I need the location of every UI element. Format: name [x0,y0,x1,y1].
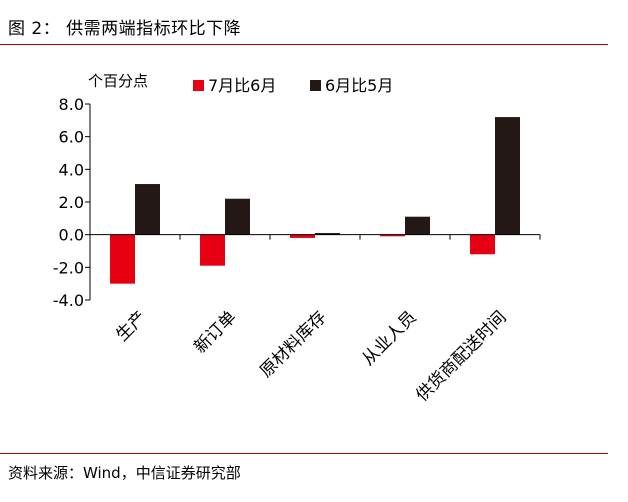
bar-series-1-1 [225,198,250,235]
x-category-label: 从业人员 [358,307,420,369]
bar-series-1-4 [495,117,520,235]
figure-title: 图 2： 供需两端指标环比下降 [8,19,242,39]
legend-label-1: 6月比5月 [325,76,393,95]
y-tick-label: -4.0 [53,291,84,310]
bar-series-0-2 [290,234,315,238]
bar-series-0-4 [470,234,495,255]
legend-swatch-1 [310,80,321,91]
y-tick-label: 6.0 [59,128,84,147]
legend-label-0: 7月比6月 [208,76,276,95]
x-category-label: 供货商配送时间 [412,307,510,405]
bar-series-1-0 [135,184,160,235]
y-tick-label: 0.0 [59,226,84,245]
source-note: 资料来源：Wind，中信证券研究部 [8,464,241,482]
bar-series-1-2 [315,233,340,235]
bar-series-0-3 [380,234,405,237]
x-category-label: 原材料库存 [256,307,330,381]
bar-series-0-1 [200,234,225,266]
x-category-label: 新订单 [190,307,240,357]
bar-chart: 个百分点 7月比6月 6月比5月 -4.0-2.00.02.04.06.08.0 … [53,72,541,406]
title-divider [0,44,608,45]
y-tick-label: 4.0 [59,160,84,179]
legend: 7月比6月 6月比5月 [193,76,393,95]
y-axis: -4.0 -2.0 0.0 2.0 4.0 6.0 8.0 [53,95,91,310]
y-tick-label: -2.0 [53,258,84,277]
y-tick-label: 2.0 [59,193,84,212]
source-divider [0,453,608,454]
y-tick-label: 8.0 [59,95,84,114]
bars [110,117,520,284]
legend-swatch-0 [193,80,204,91]
bar-series-0-0 [110,234,135,284]
y-axis-unit-label: 个百分点 [88,72,148,90]
bar-series-1-3 [405,216,430,235]
x-category-label: 生产 [112,307,150,345]
